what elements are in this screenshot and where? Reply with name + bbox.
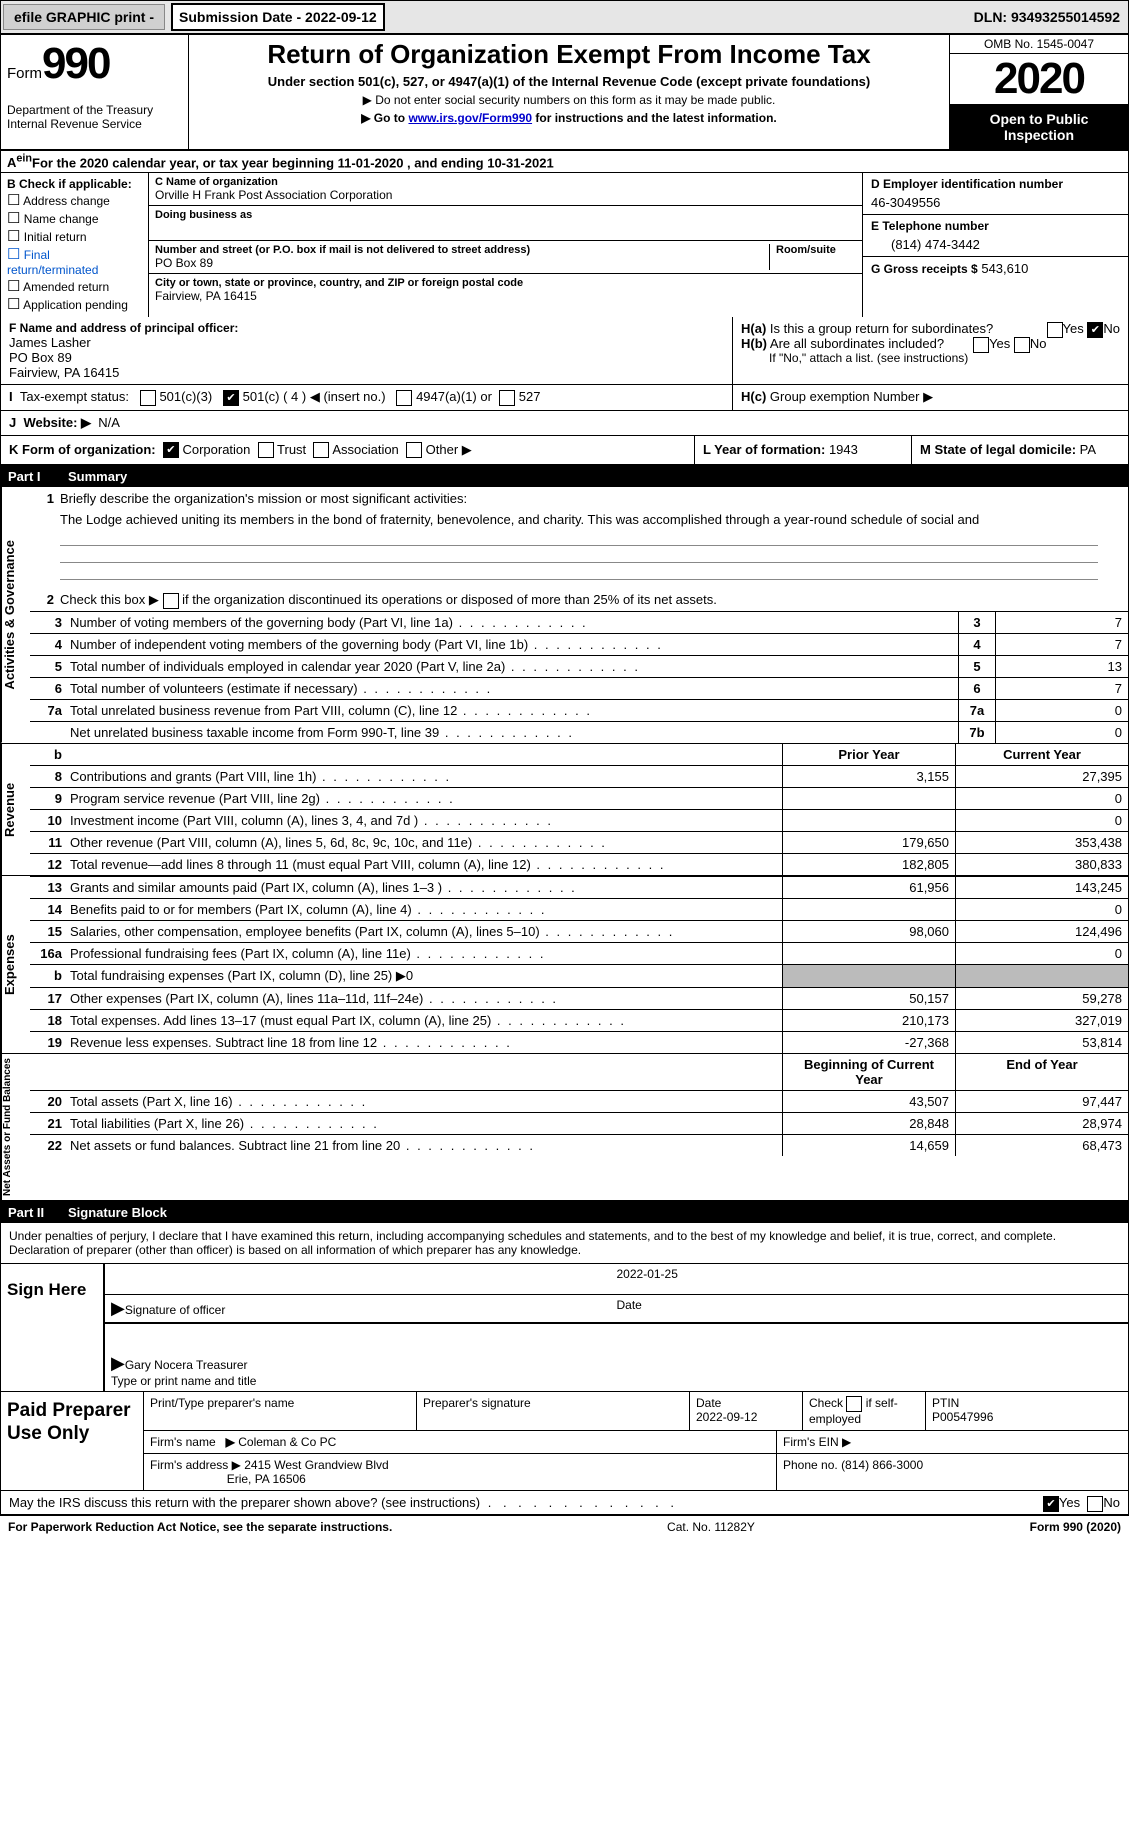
year-formation: 1943: [829, 442, 858, 457]
submission-date: Submission Date - 2022-09-12: [171, 3, 385, 31]
chk-name: Name change: [24, 212, 99, 226]
chk-pending: Application pending: [23, 298, 128, 312]
q2-text: if the organization discontinued its ope…: [179, 592, 717, 607]
current-year-header: Current Year: [955, 744, 1128, 765]
b-header: B Check if applicable:: [7, 177, 142, 191]
bcy-header: Beginning of Current Year: [782, 1054, 955, 1090]
paid-preparer: Paid Preparer Use Only Print/Type prepar…: [0, 1392, 1129, 1491]
dept-treasury: Department of the Treasury: [7, 103, 182, 117]
ha-text: Is this a group return for subordinates?: [770, 321, 993, 336]
row-k: K Form of organization: ✔ Corporation Tr…: [0, 436, 1129, 467]
ptin-value: P00547996: [932, 1410, 993, 1424]
website-value: N/A: [98, 415, 120, 430]
receipts-value: 543,610: [981, 261, 1028, 276]
firm-ein: Firm's EIN ▶: [783, 1435, 851, 1449]
city-value: Fairview, PA 16415: [155, 289, 856, 303]
return-title: Return of Organization Exempt From Incom…: [193, 39, 945, 70]
mission-desc: The Lodge achieved uniting its members i…: [30, 508, 1128, 529]
open-to-public: Open to Public Inspection: [950, 105, 1128, 149]
top-bar: efile GRAPHIC print - Submission Date - …: [0, 0, 1129, 34]
e-phone-label: E Telephone number: [871, 219, 1120, 233]
label-revenue: Revenue: [1, 744, 30, 875]
row-i: I Tax-exempt status: 501(c)(3) ✔ 501(c) …: [0, 385, 1129, 411]
form990-link[interactable]: www.irs.gov/Form990: [408, 111, 532, 125]
hc-label: H(c): [741, 389, 766, 404]
firm-name: Coleman & Co PC: [238, 1435, 336, 1449]
dln: DLN: 93493255014592: [974, 9, 1128, 25]
org-name: Orville H Frank Post Association Corpora…: [155, 188, 856, 202]
officer-city: Fairview, PA 16415: [9, 365, 724, 380]
label-net-assets: Net Assets or Fund Balances: [1, 1054, 30, 1200]
prior-year-header: Prior Year: [782, 744, 955, 765]
form-number: 990: [42, 39, 109, 88]
form-page: Form 990 (2020): [1030, 1520, 1121, 1534]
officer-name: James Lasher: [9, 335, 724, 350]
return-subtitle: Under section 501(c), 527, or 4947(a)(1)…: [193, 74, 945, 89]
d-ein-label: D Employer identification number: [871, 177, 1120, 191]
row-a-taxyear: AeinFor the 2020 calendar year, or tax y…: [0, 150, 1129, 173]
hb-note: If "No," attach a list. (see instruction…: [741, 351, 1120, 365]
form-label: Form: [7, 65, 42, 82]
row-j: J Website: ▶ N/A: [0, 411, 1129, 436]
dba-label: Doing business as: [155, 209, 856, 221]
sig-date-val: 2022-01-25: [617, 1267, 1123, 1291]
hc-text: Group exemption Number ▶: [770, 389, 933, 404]
q1-text: Briefly describe the organization's miss…: [60, 491, 467, 506]
omb-number: OMB No. 1545-0047: [950, 35, 1128, 54]
goto-line: ▶ Go to www.irs.gov/Form990 for instruct…: [193, 111, 945, 125]
ein-value: 46-3049556: [871, 195, 1120, 210]
chk-initial: Initial return: [24, 230, 87, 244]
cat-no: Cat. No. 11282Y: [392, 1520, 1029, 1534]
ssn-notice: ▶ Do not enter social security numbers o…: [193, 93, 945, 107]
eoy-header: End of Year: [955, 1054, 1128, 1090]
f-officer-label: F Name and address of principal officer:: [9, 321, 724, 335]
tax-year: 2020: [950, 54, 1128, 105]
label-expenses: Expenses: [1, 876, 30, 1053]
perjury-statement: Under penalties of perjury, I declare th…: [0, 1223, 1129, 1264]
paperwork-notice: For Paperwork Reduction Act Notice, see …: [8, 1520, 392, 1534]
signer-name: Gary Nocera Treasurer: [125, 1358, 248, 1372]
k-label: K Form of organization:: [9, 442, 156, 457]
sign-here-row: Sign Here 2022-01-25 ▶Signature of offic…: [0, 1264, 1129, 1392]
state-domicile: PA: [1080, 442, 1096, 457]
part-1-header: Part ISummary: [0, 466, 1129, 487]
firm-phone: (814) 866-3000: [841, 1458, 923, 1472]
g-receipts-label: G Gross receipts $: [871, 262, 978, 276]
row-fh: F Name and address of principal officer:…: [0, 317, 1129, 385]
part-2-header: Part IISignature Block: [0, 1202, 1129, 1223]
phone-value: (814) 474-3442: [871, 237, 1120, 252]
addr-label: Number and street (or P.O. box if mail i…: [155, 244, 763, 256]
form-header: Form990 Department of the Treasury Inter…: [0, 34, 1129, 150]
addr-value: PO Box 89: [155, 256, 763, 270]
block-b: B Check if applicable: ☐ Address change …: [0, 173, 1129, 317]
irs-label: Internal Revenue Service: [7, 117, 182, 131]
hb-text: Are all subordinates included?: [770, 336, 944, 351]
page-footer: For Paperwork Reduction Act Notice, see …: [0, 1515, 1129, 1538]
firm-addr1: 2415 West Grandview Blvd: [244, 1458, 389, 1472]
c-name-label: C Name of organization: [155, 176, 856, 188]
efile-button[interactable]: efile GRAPHIC print -: [3, 4, 165, 30]
firm-addr2: Erie, PA 16506: [227, 1472, 306, 1486]
city-label: City or town, state or province, country…: [155, 277, 856, 289]
chk-final: Final return/terminated: [7, 248, 98, 277]
label-activities-governance: Activities & Governance: [1, 487, 30, 743]
chk-address: Address change: [23, 194, 110, 208]
hb-label: H(b): [741, 336, 767, 351]
discuss-row: May the IRS discuss this return with the…: [0, 1491, 1129, 1515]
prep-date: 2022-09-12: [696, 1410, 757, 1424]
paid-preparer-label: Paid Preparer Use Only: [1, 1392, 143, 1490]
i-label: Tax-exempt status:: [20, 389, 129, 404]
j-label: Website: ▶: [23, 415, 91, 430]
officer-addr: PO Box 89: [9, 350, 724, 365]
chk-amended: Amended return: [23, 280, 109, 294]
room-label: Room/suite: [776, 244, 856, 256]
ha-label: H(a): [741, 321, 766, 336]
sign-here: Sign Here: [1, 1264, 103, 1391]
